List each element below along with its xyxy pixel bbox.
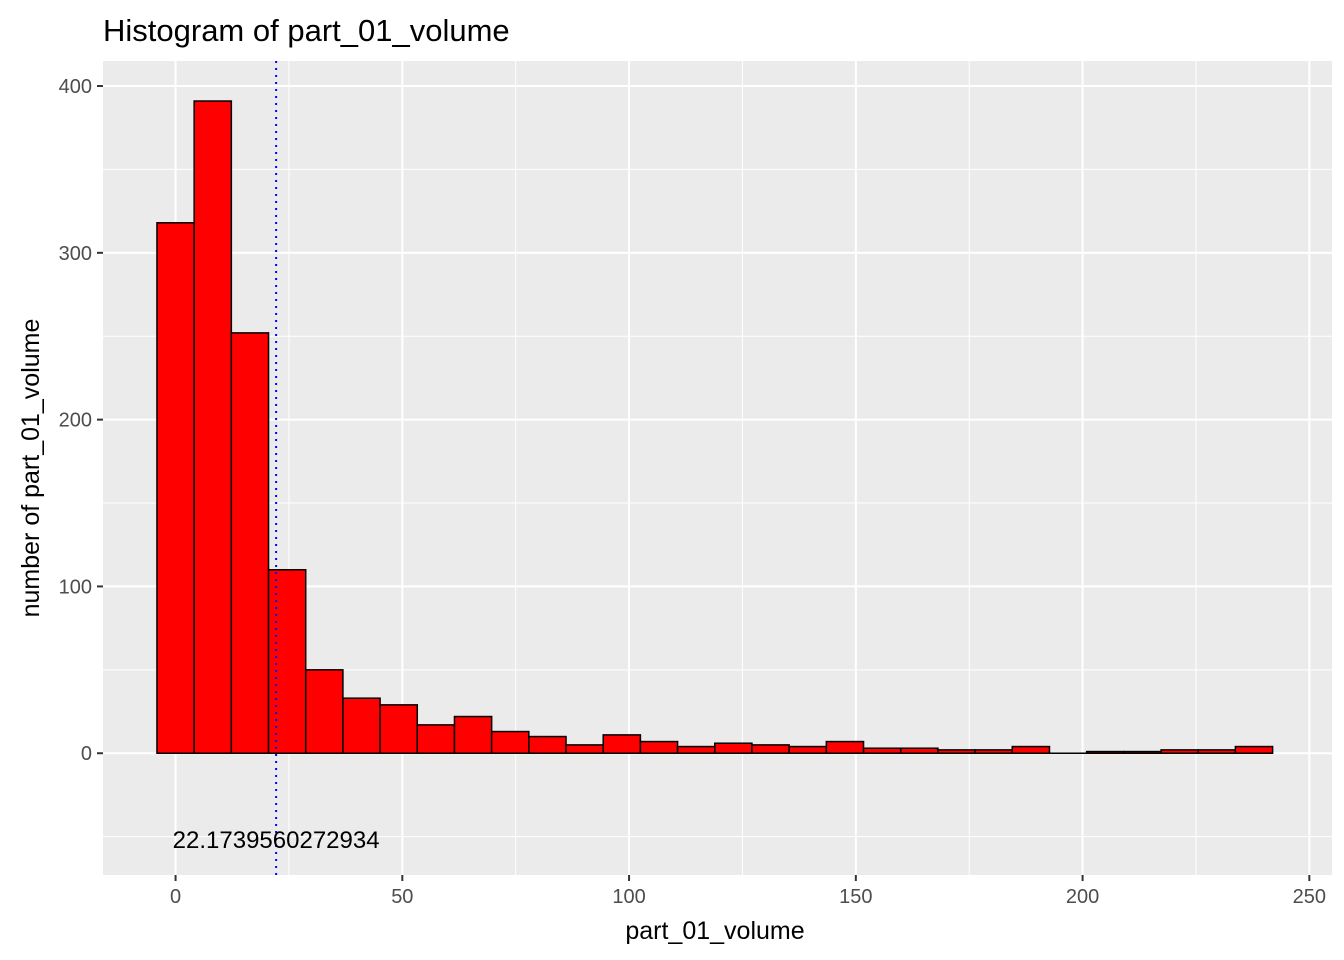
axes: 0 50 100 150 200 250 0 100 200 300 400 (59, 76, 1326, 908)
histogram-bar (1011, 745, 1051, 754)
histogram-bar (1197, 749, 1237, 754)
x-axis-title: part_01_volume (625, 917, 804, 945)
histogram-bar (416, 724, 456, 754)
histogram-bar (676, 745, 716, 754)
y-tick-label: 300 (59, 243, 92, 265)
histogram-bar (974, 749, 1014, 754)
histogram-bar (342, 697, 381, 754)
histogram-bar (937, 749, 976, 754)
histogram-bar (490, 730, 530, 754)
histogram-bar (1234, 745, 1274, 754)
histogram-bar (193, 100, 233, 754)
y-tick-label: 100 (59, 576, 92, 598)
histogram-bar (267, 569, 307, 754)
histogram-bar (751, 744, 790, 754)
histogram-bar (565, 744, 604, 754)
histogram-bar (862, 747, 902, 754)
x-tick-label: 200 (1066, 886, 1099, 908)
histogram-bar (1085, 750, 1125, 754)
y-axis-title: number of part_01_volume (17, 319, 45, 618)
histogram-bar (825, 740, 865, 754)
x-tick-label: 250 (1293, 886, 1326, 908)
histogram-bar (379, 704, 419, 754)
histogram-bar (1160, 749, 1199, 754)
histogram-bar (714, 742, 753, 754)
histogram-bar (156, 222, 195, 754)
x-tick-label: 0 (170, 886, 181, 908)
y-tick-label: 400 (59, 76, 92, 98)
histogram-bar (1123, 750, 1162, 754)
histogram-bar (230, 332, 270, 754)
mean-value-annotation: 22.1739560272934 (173, 827, 380, 854)
histogram-bar (899, 747, 939, 754)
x-tick-label: 100 (612, 886, 645, 908)
histogram-bars (156, 100, 1274, 754)
x-tick-label: 50 (391, 886, 413, 908)
histogram-bar (639, 740, 679, 754)
y-tick-label: 0 (81, 743, 92, 765)
histogram-bar (788, 745, 828, 754)
chart-title: Histogram of part_01_volume (103, 13, 510, 48)
histogram-bar (602, 734, 642, 754)
histogram-bar (528, 735, 567, 754)
x-tick-label: 150 (839, 886, 872, 908)
histogram-bar (453, 715, 493, 754)
y-tick-label: 200 (59, 410, 92, 432)
histogram-bar (304, 669, 344, 754)
